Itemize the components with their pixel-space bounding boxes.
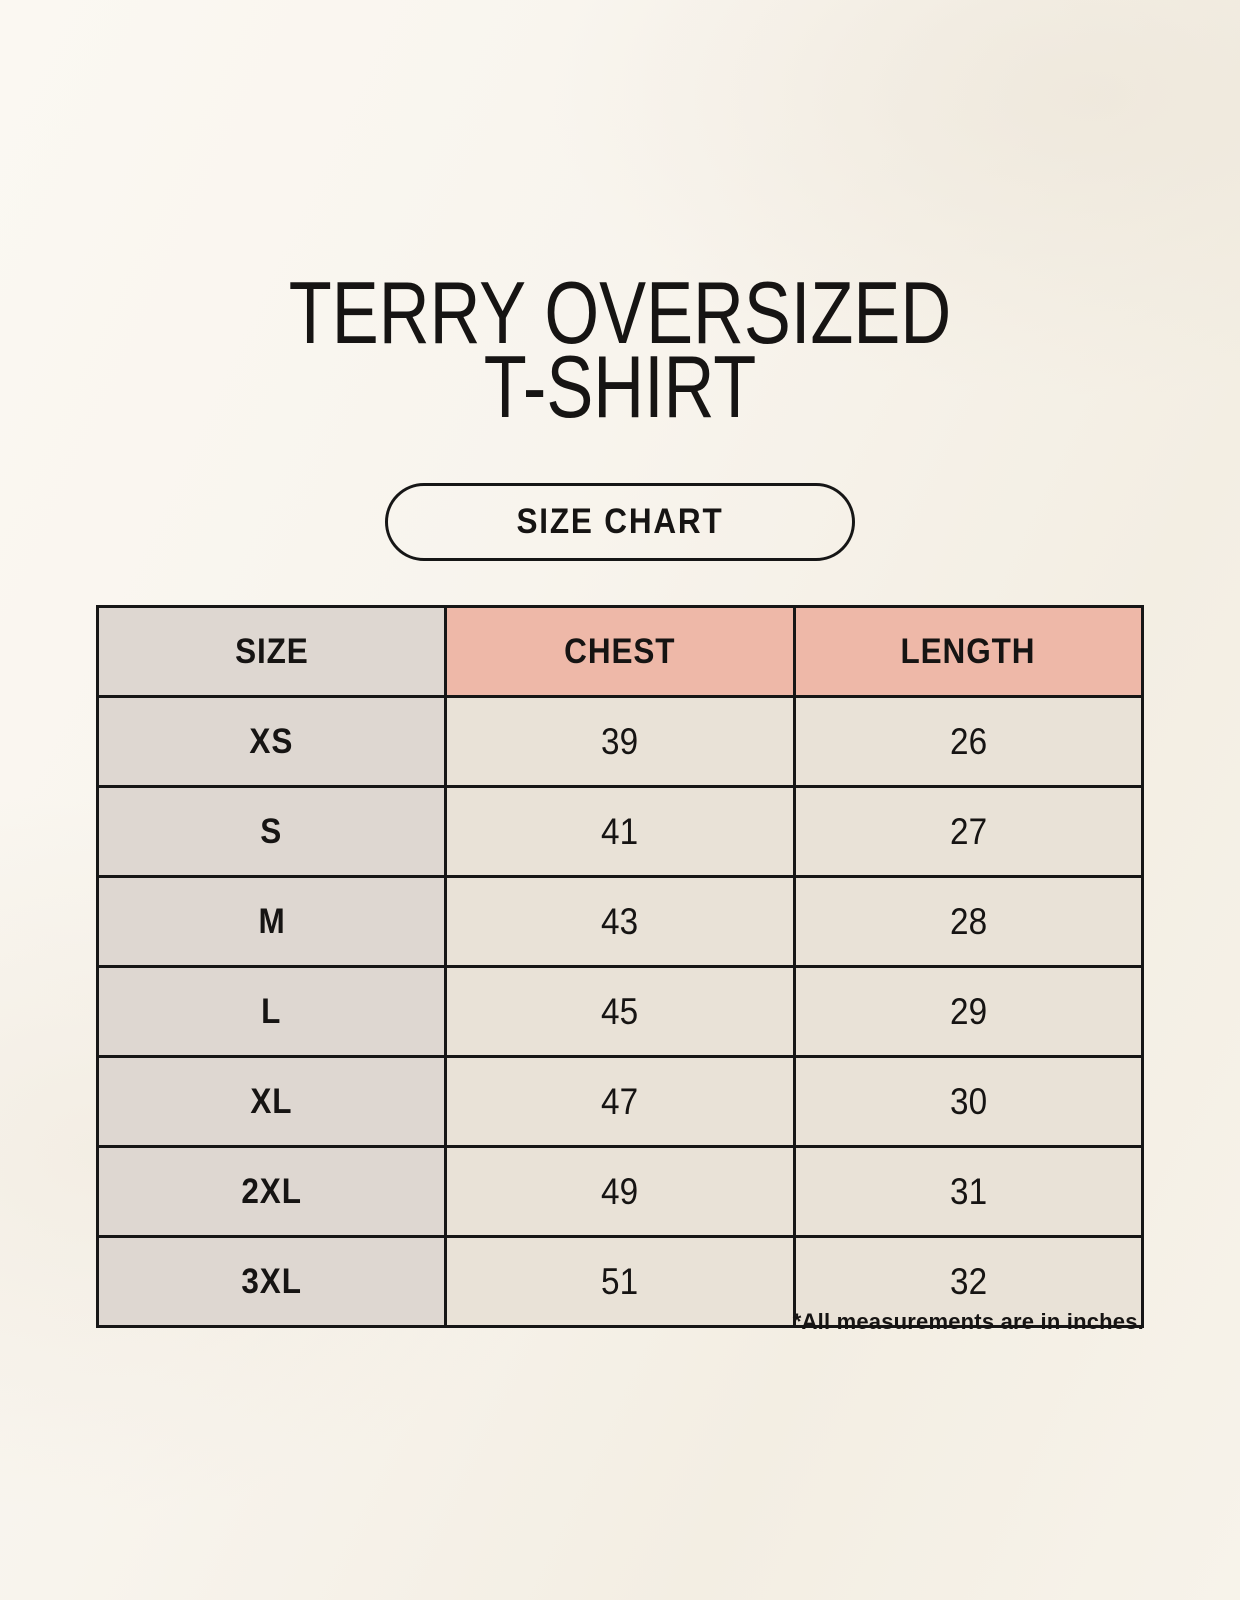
size-cell: XL	[95, 1055, 448, 1148]
header-cell-chest: CHEST	[444, 605, 796, 698]
title-line-1: TERRY OVERSIZED	[288, 263, 952, 362]
chest-cell: 51	[444, 1235, 796, 1328]
size-cell: M	[95, 875, 448, 968]
chest-value: 49	[601, 1170, 639, 1212]
size-value: XL	[250, 1081, 293, 1121]
size-chart-button-label: SIZE CHART	[516, 502, 724, 541]
header-label-length: LENGTH	[900, 631, 1036, 671]
chest-value: 43	[601, 900, 639, 942]
chest-cell: 47	[444, 1055, 796, 1148]
size-table: SIZE CHEST LENGTH XS 39 26 S 41 27 M 43 …	[95, 605, 1145, 1328]
length-cell: 27	[792, 785, 1145, 878]
length-value: 32	[949, 1260, 987, 1302]
chest-cell: 45	[444, 965, 796, 1058]
page-title: TERRY OVERSIZED T-SHIRT	[0, 263, 1240, 436]
length-cell: 30	[792, 1055, 1145, 1148]
table-header-row: SIZE CHEST LENGTH	[95, 605, 1145, 698]
measurements-footnote: *All measurements are in inches.	[792, 1309, 1144, 1334]
header-cell-length: LENGTH	[792, 605, 1145, 698]
length-cell: 28	[792, 875, 1145, 968]
chest-cell: 39	[444, 695, 796, 788]
length-value: 29	[949, 990, 987, 1032]
size-chart-button[interactable]: SIZE CHART	[385, 483, 855, 561]
size-value: XS	[249, 721, 294, 761]
size-value: M	[258, 901, 286, 941]
length-cell: 32	[792, 1235, 1145, 1328]
title-line-2: T-SHIRT	[483, 337, 757, 436]
length-cell: 26	[792, 695, 1145, 788]
chest-value: 41	[601, 810, 639, 852]
chest-value: 45	[601, 990, 639, 1032]
length-cell: 29	[792, 965, 1145, 1058]
size-cell: 2XL	[95, 1145, 448, 1238]
chest-value: 47	[601, 1080, 639, 1122]
table-row: M 43 28	[95, 875, 1145, 968]
size-value: L	[261, 991, 282, 1031]
length-value: 28	[949, 900, 987, 942]
table-row: L 45 29	[95, 965, 1145, 1058]
table-row: S 41 27	[95, 785, 1145, 878]
header-label-chest: CHEST	[564, 631, 676, 671]
length-cell: 31	[792, 1145, 1145, 1238]
chest-value: 51	[601, 1260, 639, 1302]
table-row: XL 47 30	[95, 1055, 1145, 1148]
size-value: 3XL	[241, 1261, 302, 1301]
size-cell: XS	[95, 695, 448, 788]
header-label-size: SIZE	[234, 631, 309, 671]
size-value: 2XL	[241, 1171, 302, 1211]
size-value: S	[260, 811, 283, 851]
table-row: 2XL 49 31	[95, 1145, 1145, 1238]
table-row: XS 39 26	[95, 695, 1145, 788]
size-cell: S	[95, 785, 448, 878]
size-cell: L	[95, 965, 448, 1058]
length-value: 27	[949, 810, 987, 852]
size-cell: 3XL	[95, 1235, 448, 1328]
length-value: 26	[949, 720, 987, 762]
chest-cell: 49	[444, 1145, 796, 1238]
chest-cell: 43	[444, 875, 796, 968]
table-row: 3XL 51 32	[95, 1235, 1145, 1328]
chest-cell: 41	[444, 785, 796, 878]
header-cell-size: SIZE	[95, 605, 448, 698]
chest-value: 39	[601, 720, 639, 762]
length-value: 31	[949, 1170, 987, 1212]
length-value: 30	[949, 1080, 987, 1122]
